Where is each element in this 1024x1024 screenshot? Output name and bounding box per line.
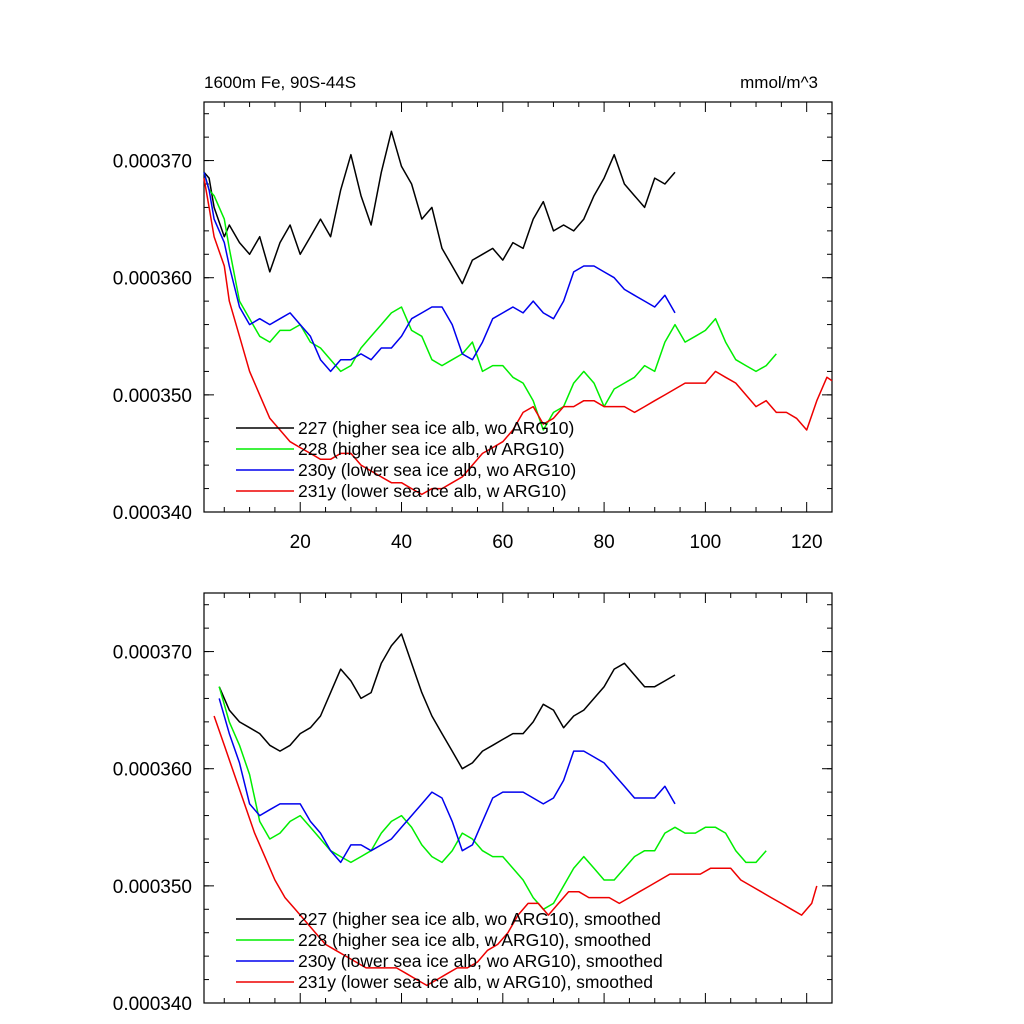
x-tick-label: 100: [690, 532, 722, 553]
y-tick-label: 0.000340: [113, 994, 192, 1015]
series-line-3: [203, 172, 676, 373]
bottom-panel: 0.000340 0.000350 0.000360 0.000370 227 (hig…: [113, 592, 833, 1015]
legend-label: 230y (lower sea ice alb, wo ARG10), smoo…: [298, 951, 663, 971]
plot-frame: [203, 592, 833, 1004]
x-tick-label: 120: [791, 532, 823, 553]
series-line-2: [218, 686, 767, 911]
y-tick-label: 0.000370: [113, 152, 192, 173]
x-tick-label: 20: [290, 532, 311, 553]
panel-title: 1600m Fe, 90S-44S: [204, 73, 356, 92]
legend-label: 228 (higher sea ice alb, w ARG10), smoot…: [298, 930, 651, 950]
x-tick-label: 80: [594, 532, 615, 553]
series-line-4: [213, 715, 818, 987]
top-panel: 1600m Fe, 90S-44S mmol/m^3 20 40 60 80 100 12…: [113, 73, 833, 553]
legend-label: 227 (higher sea ice alb, wo ARG10), smoo…: [298, 909, 661, 929]
y-tick-label: 0.000370: [113, 643, 192, 664]
series-line-2: [203, 172, 777, 431]
legend-label: 227 (higher sea ice alb, wo ARG10): [298, 418, 574, 438]
legend-label: 231y (lower sea ice alb, w ARG10): [298, 481, 566, 501]
series-line-3: [218, 698, 676, 864]
plot-frame: [203, 101, 833, 513]
units-label: mmol/m^3: [740, 73, 818, 92]
y-tick-label: 0.000350: [113, 386, 192, 407]
series-line-1: [218, 633, 676, 770]
series-line-4: [203, 177, 833, 496]
series-line-1: [203, 130, 676, 285]
legend-label: 230y (lower sea ice alb, wo ARG10): [298, 460, 576, 480]
legend-label: 228 (higher sea ice alb, w ARG10): [298, 439, 565, 459]
x-tick-label: 60: [492, 532, 513, 553]
y-tick-label: 0.000360: [113, 269, 192, 290]
x-tick-label: 40: [391, 532, 412, 553]
y-tick-label: 0.000360: [113, 760, 192, 781]
y-tick-label: 0.000340: [113, 503, 192, 524]
legend-label: 231y (lower sea ice alb, w ARG10), smoot…: [298, 972, 653, 992]
y-tick-label: 0.000350: [113, 877, 192, 898]
